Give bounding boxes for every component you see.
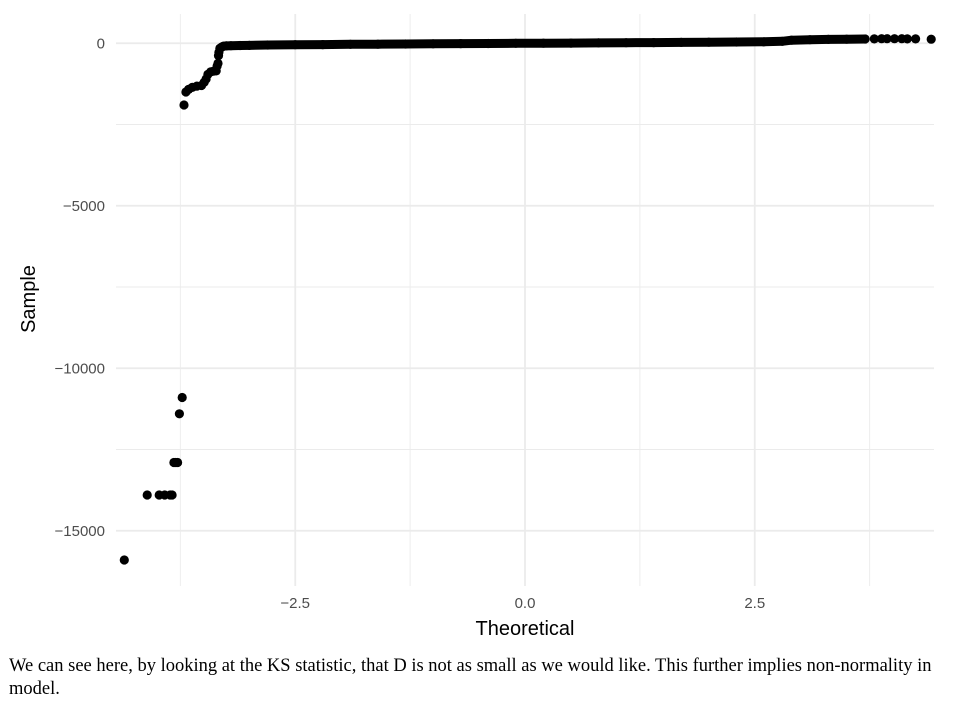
data-point — [759, 37, 769, 47]
y-tick-label: −5000 — [63, 198, 105, 215]
x-tick-label: 0.0 — [515, 595, 536, 612]
data-point — [244, 40, 254, 51]
data-point — [823, 34, 833, 45]
x-axis-title: Theoretical — [476, 618, 575, 640]
data-point — [373, 39, 383, 49]
data-point — [777, 36, 787, 46]
data-point — [538, 38, 549, 48]
y-axis-title: Sample — [18, 265, 40, 333]
data-point — [860, 34, 870, 44]
data-point — [805, 35, 815, 45]
data-point — [511, 38, 521, 48]
data-point — [676, 37, 686, 48]
data-point — [842, 34, 852, 44]
data-point — [179, 100, 189, 110]
y-tick-label: 0 — [97, 35, 105, 52]
data-point — [400, 39, 411, 49]
data-point — [456, 39, 466, 49]
qq-plot: 0 −5000 −10000 −15000 −2.5 0.0 2.5 Theoretica… — [18, 14, 936, 640]
data-point — [483, 38, 493, 49]
data-point — [902, 34, 912, 44]
data-point — [566, 38, 576, 48]
y-tick-label: −15000 — [55, 523, 105, 540]
data-point — [235, 40, 245, 51]
data-point — [621, 38, 631, 48]
data-point — [318, 40, 328, 50]
data-point — [882, 34, 892, 44]
data-point — [290, 40, 300, 50]
data-point — [119, 555, 129, 565]
data-point — [926, 34, 936, 44]
caption-text: We can see here, by looking at the KS st… — [9, 656, 932, 699]
data-point — [889, 34, 900, 44]
data-point — [649, 38, 659, 48]
data-point — [213, 58, 223, 68]
data-point — [263, 40, 273, 50]
major-gridlines — [116, 14, 934, 586]
data-point — [174, 409, 184, 419]
data-point — [704, 37, 714, 47]
x-axis-tick-labels: −2.5 0.0 2.5 — [280, 595, 765, 612]
data-point — [173, 457, 183, 468]
y-axis-tick-labels: 0 −5000 −10000 −15000 — [55, 35, 105, 540]
y-tick-label: −10000 — [55, 360, 105, 377]
data-point — [142, 490, 152, 500]
data-point — [911, 34, 921, 44]
x-tick-label: 2.5 — [744, 595, 765, 612]
data-point — [786, 35, 797, 45]
data-point — [167, 490, 177, 500]
data-point — [593, 38, 604, 48]
data-point — [428, 39, 438, 49]
data-point — [177, 392, 187, 403]
data-point — [731, 37, 742, 47]
x-tick-label: −2.5 — [280, 595, 310, 612]
data-points — [119, 34, 936, 565]
data-point — [869, 34, 879, 44]
data-point — [345, 39, 355, 49]
data-point — [226, 41, 236, 51]
